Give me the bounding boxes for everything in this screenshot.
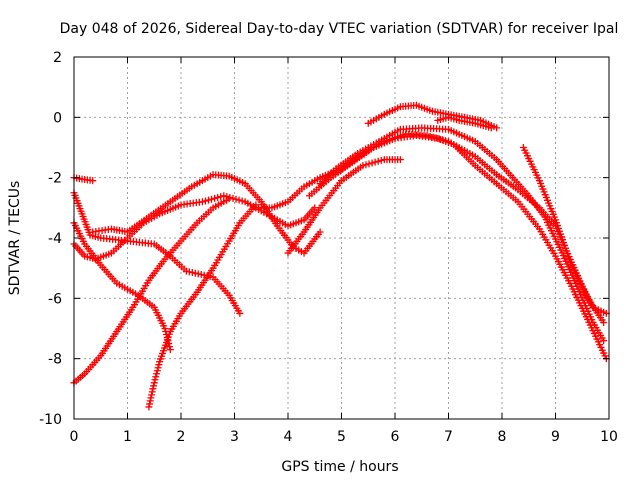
data-point-marker <box>166 343 174 351</box>
x-tick-label: 9 <box>551 429 560 445</box>
data-point-marker <box>600 318 608 326</box>
x-tick-label: 0 <box>70 429 79 445</box>
data-point-marker <box>487 124 495 132</box>
chart-title: Day 048 of 2026, Sidereal Day-to-day VTE… <box>60 21 619 37</box>
data-point-marker <box>153 367 161 375</box>
data-point-marker <box>316 228 324 236</box>
y-tick-label: -10 <box>39 412 62 428</box>
data-point-marker <box>217 193 225 201</box>
series-arc-9 <box>284 156 404 257</box>
y-axis-label: SDTVAR / TECUs <box>7 181 23 296</box>
data-point-marker <box>235 196 243 204</box>
data-point-marker <box>208 195 216 203</box>
data-point-marker <box>362 161 370 169</box>
data-point-marker <box>147 394 155 402</box>
data-point-marker <box>211 194 219 202</box>
y-tick-label: -8 <box>48 352 62 368</box>
data-point-marker <box>365 160 373 168</box>
series-arc-2 <box>70 189 244 317</box>
data-point-marker <box>201 197 209 205</box>
data-point-marker <box>146 397 154 405</box>
data-point-marker <box>146 400 154 408</box>
series-arc-12 <box>364 101 501 132</box>
data-point-marker <box>236 309 244 317</box>
series-arc-11 <box>305 131 610 363</box>
tick-layer: 0 1 2 3 4 5 6 7 8 9 10 -10 -8 -6 -4 -2 0 2 <box>39 50 618 445</box>
data-point-marker <box>371 158 379 166</box>
marker-layer <box>70 101 610 411</box>
data-point-marker <box>198 198 206 206</box>
data-point-marker <box>148 391 156 399</box>
x-tick-label: 5 <box>337 429 346 445</box>
data-point-marker <box>89 177 97 185</box>
data-point-marker <box>396 156 404 164</box>
x-tick-label: 6 <box>391 429 400 445</box>
data-point-marker <box>225 195 233 203</box>
x-tick-label: 2 <box>177 429 186 445</box>
series-arc-7 <box>145 201 260 411</box>
data-point-marker <box>368 159 376 167</box>
data-point-marker <box>166 346 174 354</box>
data-point-marker <box>151 376 159 384</box>
y-tick-label: -4 <box>48 231 62 247</box>
series-arc-13 <box>434 113 495 132</box>
data-point-marker <box>232 195 240 203</box>
y-tick-label: 2 <box>53 50 62 66</box>
data-point-marker <box>149 385 157 393</box>
data-point-marker <box>153 370 161 378</box>
x-axis-label: GPS time / hours <box>281 459 398 475</box>
data-point-marker <box>374 157 382 165</box>
data-point-marker <box>238 197 246 205</box>
data-point-marker <box>214 193 222 201</box>
y-tick-label: 0 <box>53 110 62 126</box>
x-tick-label: 3 <box>230 429 239 445</box>
y-tick-label: -6 <box>48 291 62 307</box>
data-point-marker <box>205 196 213 204</box>
data-point-marker <box>220 192 228 200</box>
series-arc-4 <box>70 192 319 263</box>
data-point-marker <box>150 379 158 387</box>
data-point-marker <box>359 162 367 170</box>
series-arc-3 <box>70 219 174 354</box>
data-point-marker <box>152 373 160 381</box>
x-tick-label: 4 <box>284 429 293 445</box>
data-point-marker <box>154 364 162 372</box>
data-point-marker <box>377 156 385 164</box>
data-point-marker <box>148 388 156 396</box>
grid-layer <box>74 57 609 419</box>
x-tick-label: 8 <box>498 429 507 445</box>
data-point-marker <box>150 382 158 390</box>
data-point-marker <box>161 325 169 332</box>
x-tick-label: 7 <box>444 429 453 445</box>
x-tick-label: 1 <box>123 429 132 445</box>
x-tick-label: 10 <box>600 429 618 445</box>
data-point-marker <box>600 337 608 345</box>
y-tick-label: -2 <box>48 171 62 187</box>
series-arc-5 <box>89 171 324 257</box>
data-point-marker <box>145 403 153 411</box>
series-arc-6 <box>70 195 233 387</box>
data-point-marker <box>155 361 163 369</box>
series-arc-14 <box>519 144 608 326</box>
